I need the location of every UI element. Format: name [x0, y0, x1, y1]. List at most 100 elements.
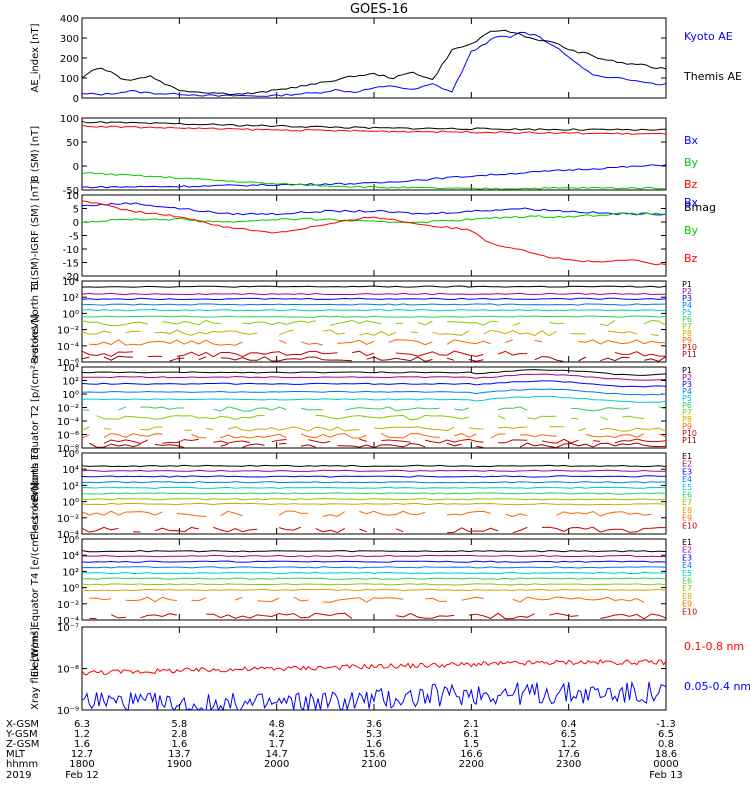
channel-legend-p5: P5: [682, 394, 692, 403]
channel-line-p11: [578, 356, 586, 362]
channel-line-p1: [81, 369, 667, 376]
channel-line-p11: [81, 356, 90, 360]
x-row-value: 0.4: [561, 719, 577, 730]
channel-line-p9: [278, 339, 287, 344]
channel-line-e9: [322, 597, 404, 603]
channel-line-p9: [388, 339, 433, 346]
channel-line-e1: [81, 464, 667, 468]
channel-line-p9: [220, 433, 287, 439]
y-tick-label: 0: [73, 94, 79, 105]
x-row-label: hhmm: [6, 759, 38, 770]
x-row-value: 6.5: [658, 729, 674, 740]
y-tick-label: 10⁻⁹: [57, 706, 79, 717]
y-axis-label: Protons North T1: [30, 279, 41, 363]
channel-line-p10: [498, 439, 528, 444]
channel-line-p9: [534, 339, 543, 343]
channel-line-p7: [571, 417, 579, 420]
channel-line-p7: [81, 320, 148, 327]
channel-line-p10: [614, 438, 667, 444]
channel-line-p6: [300, 407, 323, 411]
series-line-by: [81, 172, 667, 190]
channel-line-e10: [512, 526, 528, 534]
channel-legend-e6: E6: [682, 491, 692, 500]
channel-line-p2: [82, 373, 667, 381]
x-row-value: 2100: [361, 759, 386, 770]
channel-line-e6: [81, 492, 667, 495]
x-row-value: 2300: [556, 759, 581, 770]
channel-line-e10: [541, 526, 666, 533]
x-row-value: 1.2: [74, 729, 90, 740]
channel-legend-p5: P5: [682, 308, 692, 317]
x-row-label: Z-GSM: [6, 739, 39, 750]
channel-legend-e4: E4: [682, 561, 692, 570]
channel-line-e9: [81, 510, 163, 516]
channel-line-p8: [432, 330, 470, 336]
channel-line-p8: [578, 427, 586, 432]
channel-line-p11: [476, 445, 484, 448]
channel-legend-p1: P1: [682, 280, 692, 289]
channel-line-p11: [169, 357, 185, 362]
channel-legend-e5: E5: [682, 483, 692, 492]
channel-line-p9: [300, 433, 367, 439]
channel-legend-p9: P9: [682, 422, 692, 431]
channel-legend-e1: E1: [682, 538, 692, 547]
channel-legend-e5: E5: [682, 569, 692, 578]
channel-line-p9: [446, 339, 491, 345]
channel-line-p10: [213, 440, 251, 444]
channel-line-p8: [278, 329, 294, 336]
channel-line-e2: [81, 554, 667, 558]
legend-entry: Bz: [684, 178, 698, 191]
channel-line-p6: [344, 406, 440, 412]
channel-line-p9: [337, 339, 375, 345]
channel-line-p8: [81, 426, 90, 431]
x-row-value: 0.8: [658, 739, 674, 750]
x-row-value: 1.6: [74, 739, 90, 750]
channel-legend-e3: E3: [682, 553, 692, 562]
channel-legend-p11: P11: [682, 350, 697, 359]
channel-legend-e2: E2: [682, 546, 692, 555]
legend-entry: Themis AE: [683, 70, 742, 83]
channel-line-p3: [81, 380, 667, 388]
channel-legend-e3: E3: [682, 467, 692, 476]
channel-line-p6: [454, 407, 470, 411]
channel-line-e9: [425, 597, 448, 602]
legend-entry: Bmag: [684, 201, 716, 214]
channel-line-p11: [89, 442, 141, 448]
x-row-value: -1.3: [656, 719, 676, 730]
channel-legend-p8: P8: [682, 415, 692, 424]
channel-line-p7: [549, 322, 564, 325]
channel-line-p9: [454, 433, 477, 438]
channel-line-p4: [81, 303, 667, 306]
x-row-value: 18.6: [655, 749, 677, 760]
x-row-value: 2000: [264, 759, 289, 770]
legend-entry: By: [684, 156, 699, 169]
x-row-value: 14.7: [266, 749, 288, 760]
channel-line-e10: [213, 526, 258, 533]
x-row-value: 2.8: [171, 729, 187, 740]
y-axis-label: Xray flux [W/m²]: [30, 627, 41, 710]
channel-line-e10: [395, 612, 455, 619]
y-tick-label: 50: [66, 138, 79, 149]
channel-line-p8: [410, 331, 418, 334]
channel-line-p10: [424, 438, 484, 444]
channel-line-e9: [359, 510, 426, 516]
channel-line-e9: [89, 597, 112, 601]
channel-legend-e7: E7: [682, 584, 692, 593]
y-tick-label: 10⁰: [62, 584, 79, 595]
channel-line-p10: [176, 350, 338, 358]
channel-line-p8: [227, 426, 360, 432]
x-row-value: 13.7: [168, 749, 190, 760]
y-tick-label: 10⁻⁷: [57, 623, 79, 634]
x-row-value: 2200: [459, 759, 484, 770]
y-tick-label: 10⁴: [62, 465, 79, 476]
y-tick-label: -15: [63, 259, 79, 270]
y-tick-label: 0: [73, 218, 79, 229]
channel-line-e10: [446, 527, 499, 534]
channel-legend-p7: P7: [682, 322, 692, 331]
y-tick-label: 10⁻²: [57, 600, 79, 611]
y-tick-label: 5: [73, 205, 79, 216]
channel-line-p9: [300, 341, 324, 346]
y-tick-label: 10⁶: [62, 449, 79, 460]
